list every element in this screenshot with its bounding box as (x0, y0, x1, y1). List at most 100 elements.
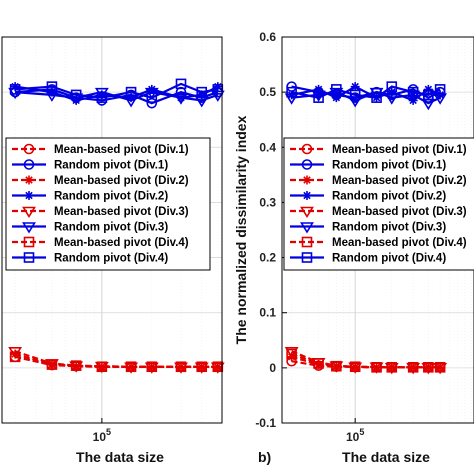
data-point (70, 360, 82, 371)
legend-marker (302, 191, 312, 200)
legend-marker (301, 236, 313, 248)
data-point (371, 92, 382, 103)
x-tick-label: 105 (346, 427, 364, 444)
legend-marker (300, 206, 314, 219)
data-point (423, 84, 433, 94)
data-point (213, 82, 223, 92)
data-point (386, 81, 398, 92)
data-point (407, 362, 419, 373)
panel-b-series (284, 81, 448, 375)
y-tick-label: -0.1 (255, 416, 276, 430)
legend-entry: Random pivot (Div.3) (332, 222, 446, 234)
data-point (96, 361, 108, 373)
legend-entry: Random pivot (Div.3) (54, 222, 168, 234)
legend-entry: Mean-based pivot (Div.2) (332, 175, 467, 187)
series-line-5 (15, 90, 219, 102)
data-point (10, 349, 20, 359)
data-point (97, 362, 107, 372)
panel-a-series (8, 78, 225, 374)
data-point (348, 96, 363, 108)
panel-b-legend: Mean-based pivot (Div.1) Random pivot (Di… (283, 137, 474, 271)
legend-marker (23, 236, 35, 248)
panel-b-x-axis-label: The data size (342, 449, 430, 465)
legend-marker (301, 143, 313, 155)
data-point (423, 89, 434, 101)
legend-entry: Mean-based pivot (Div.3) (54, 206, 189, 218)
panel-a-legend: Mean-based pivot (Div.1) Random pivot (Di… (5, 137, 211, 271)
legend-marker (301, 252, 313, 263)
data-point (386, 362, 398, 373)
data-point (146, 361, 158, 373)
data-point (331, 84, 342, 95)
data-point (435, 362, 445, 372)
panel-a-x-axis-label: The data size (76, 449, 164, 465)
data-point (46, 359, 58, 370)
data-point (46, 81, 58, 92)
legend-entry: Random pivot (Div.1) (54, 160, 168, 172)
y-tick-label: 0.6 (259, 30, 276, 44)
panel-b-ticks: 105 -0.1 0 0.1 0.2 0.3 0.4 0.5 0.6 (255, 30, 364, 444)
data-point (350, 82, 360, 92)
legend-entry: Random pivot (Div.2) (54, 191, 168, 203)
data-point (286, 348, 297, 360)
legend-entry: Mean-based pivot (Div.3) (332, 206, 467, 218)
data-point (371, 362, 382, 373)
legend-marker (23, 143, 35, 155)
data-point (196, 361, 208, 373)
data-point (434, 84, 446, 95)
legend-marker (24, 175, 34, 185)
data-point (408, 362, 418, 372)
data-point (196, 86, 208, 98)
data-point (314, 84, 324, 94)
data-point (434, 362, 446, 373)
data-point (97, 90, 107, 100)
legend-marker (23, 252, 35, 263)
legend-entry: Mean-based pivot (Div.4) (54, 237, 189, 249)
data-point (314, 360, 324, 370)
data-point (331, 360, 342, 372)
data-point (146, 92, 158, 103)
legend-entry: Random pivot (Div.4) (332, 253, 446, 265)
legend-marker (22, 206, 36, 219)
panel-a-ticks: 105 (93, 418, 111, 444)
data-point (9, 84, 21, 95)
y-tick-label: 0.3 (259, 195, 276, 209)
y-tick-label: 0.2 (259, 251, 276, 265)
legend-box (283, 137, 474, 271)
data-point (174, 93, 188, 105)
legend-entry: Mean-based pivot (Div.1) (332, 144, 467, 156)
data-point (197, 362, 207, 372)
data-point (423, 362, 434, 373)
legend-marker (22, 222, 36, 234)
data-point (284, 347, 299, 359)
data-point (384, 93, 399, 105)
y-tick-label: 0.1 (259, 306, 276, 320)
panel-b-label: b) (258, 449, 271, 465)
data-point (349, 361, 361, 373)
data-point (313, 358, 324, 369)
data-point (175, 78, 187, 90)
y-tick-label: 0.4 (259, 140, 276, 154)
data-point (175, 361, 187, 373)
panel-a-axes-frame (1, 36, 223, 424)
data-point (10, 82, 20, 92)
data-point (9, 351, 21, 363)
y-tick-label: 0 (269, 361, 276, 375)
legend-entry: Random pivot (Div.1) (332, 160, 446, 172)
legend-entry: Mean-based pivot (Div.4) (332, 237, 467, 249)
legend-marker (302, 175, 312, 185)
data-point (197, 90, 207, 100)
data-point (210, 90, 225, 102)
legend-box (5, 137, 211, 271)
y-tick-label: 0.5 (259, 85, 276, 99)
data-point (213, 362, 223, 372)
data-point (284, 93, 299, 105)
data-point (349, 89, 361, 101)
series-line-7 (15, 82, 218, 99)
legend-marker (301, 159, 313, 170)
legend-entry: Mean-based pivot (Div.1) (54, 144, 189, 156)
series-line-6 (291, 353, 441, 369)
panel-b-y-axis-label: The normalized dissimilarity index (233, 115, 249, 344)
panel-b: 105 -0.1 0 0.1 0.2 0.3 0.4 0.5 0.6 Mean-based pi… (233, 30, 474, 465)
